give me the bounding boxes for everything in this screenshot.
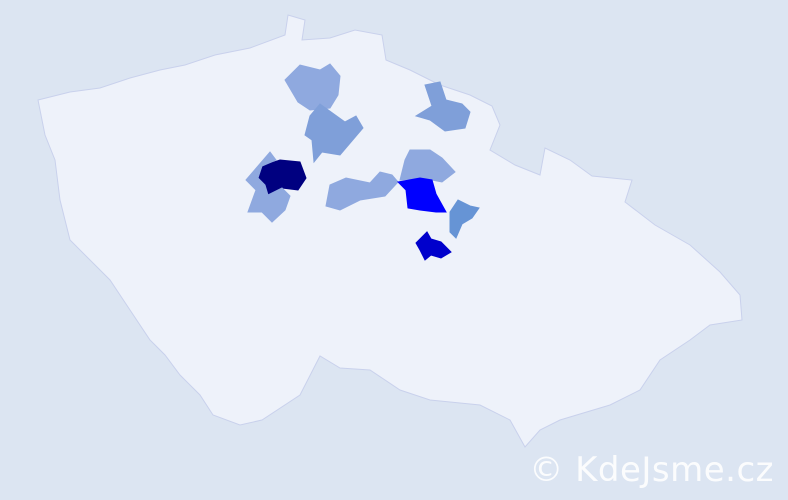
district-level-1 [284, 63, 341, 111]
district-level-2 [304, 103, 364, 164]
district-level-5 [415, 231, 452, 261]
highlighted-districts [245, 63, 480, 261]
country-outline [37, 14, 743, 448]
district-level-1 [245, 151, 291, 223]
district-level-3 [449, 199, 480, 239]
watermark: © KdeJsme.cz [529, 450, 774, 490]
district-level-2 [414, 81, 471, 132]
district-level-1 [399, 149, 456, 183]
district-level-4 [396, 177, 447, 213]
